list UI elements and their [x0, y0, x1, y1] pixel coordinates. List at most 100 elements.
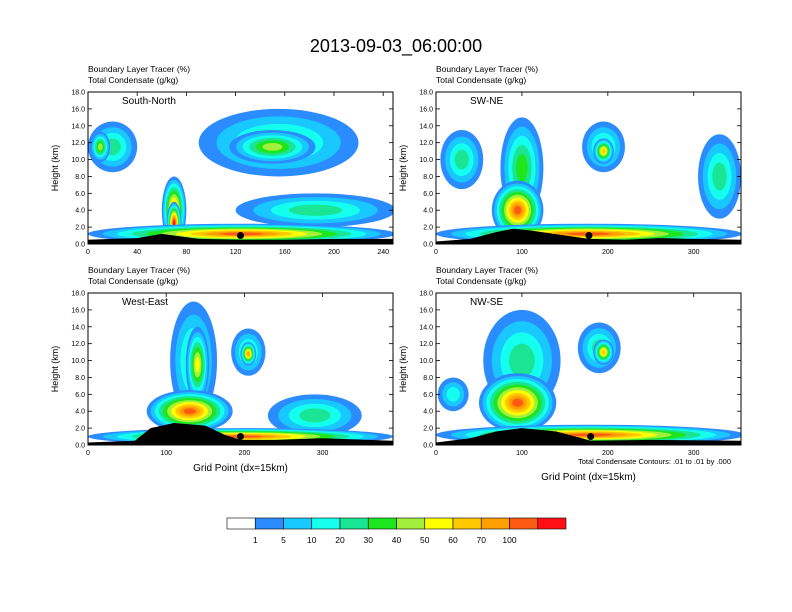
panel-subtitle-tracer: Boundary Layer Tracer (%) — [88, 265, 190, 275]
colorbar-swatch — [339, 517, 369, 530]
panel-subtitle-condensate: Total Condensate (g/kg) — [88, 276, 178, 286]
y-tick-label: 2.0 — [75, 426, 85, 433]
colorbar-swatch — [452, 517, 482, 530]
colorbar-swatch — [424, 517, 454, 530]
footer-note: Total Condensate Contours: .01 to .01 by… — [578, 457, 731, 466]
colorbar-swatch — [480, 517, 510, 530]
y-axis-label: Height (km) — [398, 145, 408, 192]
colorbar: 1 5 10 20 30 40 50 60 70 100 — [226, 517, 567, 545]
x-tick-label: 200 — [239, 450, 251, 457]
x-axis-label: Grid Point (dx=15km) — [541, 472, 636, 483]
y-tick-label: 16.0 — [71, 106, 85, 113]
y-tick-label: 16.0 — [419, 307, 433, 314]
tracer-band — [247, 351, 250, 356]
colorbar-label: 30 — [364, 535, 374, 545]
x-axis-label: Grid Point (dx=15km) — [193, 463, 288, 474]
panel-sw-ne: Boundary Layer Tracer (%)Total Condensat… — [398, 64, 742, 256]
x-tick-label: 100 — [516, 450, 528, 457]
panel-subtitle-condensate: Total Condensate (g/kg) — [436, 276, 526, 286]
panel-subtitle-tracer: Boundary Layer Tracer (%) — [436, 64, 538, 74]
colorbar-swatch — [283, 517, 313, 530]
tracer-band — [516, 154, 528, 182]
colorbar-label: 10 — [307, 535, 317, 545]
figure-title: 2013-09-03_06:00:00 — [310, 36, 482, 57]
colorbar-swatch — [311, 517, 341, 530]
panel-name: SW-NE — [470, 96, 503, 107]
y-tick-label: 0.0 — [75, 242, 85, 249]
x-tick-label: 300 — [317, 450, 329, 457]
y-tick-label: 6.0 — [75, 191, 85, 198]
y-tick-label: 4.0 — [423, 208, 433, 215]
colorbar-swatch — [254, 517, 284, 530]
y-axis-label: Height (km) — [50, 145, 60, 192]
panel-subtitle-tracer: Boundary Layer Tracer (%) — [88, 64, 190, 74]
y-tick-label: 10.0 — [419, 358, 433, 365]
tracer-band — [288, 204, 343, 216]
colorbar-label: 60 — [448, 535, 458, 545]
x-tick-label: 0 — [434, 450, 438, 457]
terrain — [88, 423, 393, 445]
tracer-band — [601, 349, 606, 355]
colorbar-swatch — [226, 517, 256, 530]
y-tick-label: 18.0 — [71, 90, 85, 97]
y-tick-label: 10.0 — [71, 157, 85, 164]
y-tick-label: 4.0 — [423, 409, 433, 416]
colorbar-label: 5 — [281, 535, 286, 545]
colorbar-swatch — [396, 517, 426, 530]
x-tick-label: 0 — [434, 249, 438, 256]
y-tick-label: 18.0 — [71, 291, 85, 298]
y-tick-label: 12.0 — [71, 140, 85, 147]
y-tick-label: 0.0 — [75, 443, 85, 450]
location-marker — [237, 433, 244, 441]
y-tick-label: 10.0 — [71, 358, 85, 365]
panel-frame — [435, 91, 742, 245]
colorbar-label: 1 — [253, 535, 258, 545]
tracer-band — [262, 142, 283, 151]
panel-frame — [87, 91, 394, 245]
tracer-band — [512, 398, 524, 407]
y-tick-label: 12.0 — [419, 341, 433, 348]
tracer-band — [509, 343, 535, 378]
location-marker — [587, 433, 595, 441]
tracer-band — [601, 148, 606, 154]
x-tick-label: 300 — [688, 249, 700, 256]
y-tick-label: 6.0 — [423, 392, 433, 399]
colorbar-swatch — [537, 517, 567, 530]
x-tick-label: 100 — [160, 450, 172, 457]
x-tick-label: 0 — [86, 249, 90, 256]
y-tick-label: 14.0 — [419, 123, 433, 130]
y-tick-label: 18.0 — [419, 90, 433, 97]
y-tick-label: 0.0 — [423, 242, 433, 249]
y-tick-label: 18.0 — [419, 291, 433, 298]
x-tick-label: 200 — [602, 249, 614, 256]
terrain — [436, 228, 741, 244]
panel-name: South-North — [122, 96, 176, 107]
colorbar-label: 100 — [502, 535, 516, 545]
location-marker — [585, 232, 593, 240]
tracer-band — [446, 387, 460, 402]
x-tick-label: 200 — [602, 450, 614, 457]
tracer-band — [712, 162, 727, 191]
colorbar-label: 20 — [335, 535, 345, 545]
x-tick-label: 300 — [688, 450, 700, 457]
y-tick-label: 0.0 — [423, 443, 433, 450]
y-tick-label: 8.0 — [423, 174, 433, 181]
y-tick-label: 8.0 — [75, 174, 85, 181]
colorbar-label: 40 — [392, 535, 402, 545]
y-tick-label: 16.0 — [71, 307, 85, 314]
plot-area — [436, 92, 741, 244]
panel-nw-se: Boundary Layer Tracer (%)Total Condensat… — [398, 265, 742, 483]
x-tick-label: 80 — [182, 249, 190, 256]
y-tick-label: 6.0 — [75, 392, 85, 399]
colorbar-swatch — [509, 517, 539, 530]
y-tick-label: 12.0 — [419, 140, 433, 147]
tracer-band — [299, 408, 331, 423]
y-tick-label: 10.0 — [419, 157, 433, 164]
panel-subtitle-condensate: Total Condensate (g/kg) — [88, 75, 178, 85]
colorbar-label: 70 — [477, 535, 487, 545]
y-tick-label: 2.0 — [423, 426, 433, 433]
y-tick-label: 8.0 — [423, 375, 433, 382]
terrain — [88, 233, 393, 244]
x-tick-label: 40 — [133, 249, 141, 256]
